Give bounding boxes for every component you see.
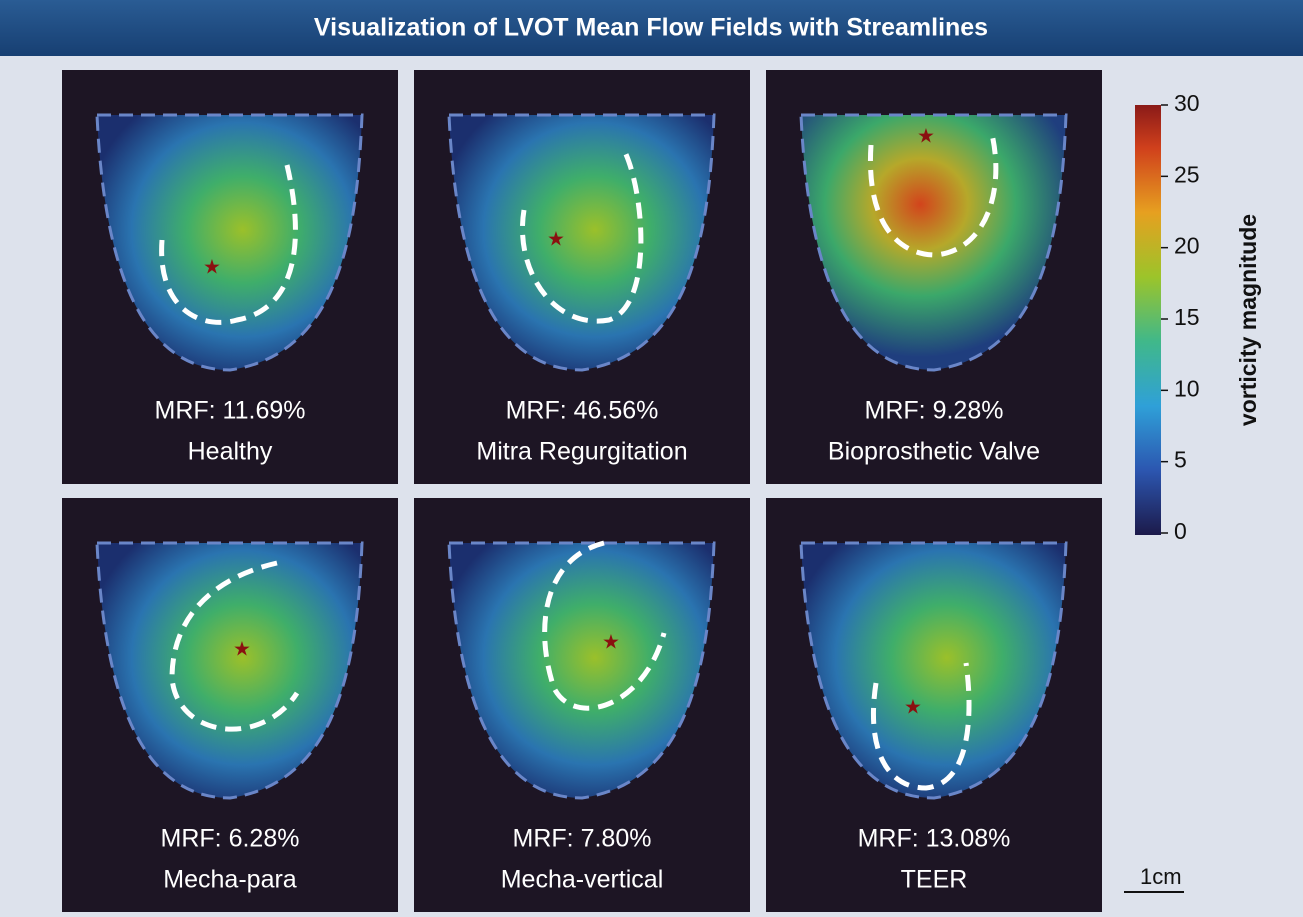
colorbar-tick-label: 25 <box>1174 161 1200 187</box>
vortex-center: ★ <box>602 631 620 653</box>
colorbar-label: vorticity magnitude <box>1235 214 1261 426</box>
panel: ★ MRF: 9.28% Bioprosthetic Valve <box>766 70 1102 484</box>
mrf-label: MRF: 7.80% <box>513 825 652 853</box>
mrf-label: MRF: 9.28% <box>865 397 1004 425</box>
vortex-center: ★ <box>547 228 565 250</box>
colorbar-tick-label: 10 <box>1174 375 1200 401</box>
panel: ★ MRF: 7.80% Mecha-vertical <box>414 498 750 912</box>
mrf-label: MRF: 46.56% <box>506 397 659 425</box>
panel: ★ MRF: 11.69% Healthy <box>62 70 398 484</box>
vortex-center: ★ <box>904 696 922 718</box>
condition-label: Mecha-vertical <box>501 866 664 894</box>
vortex-center: ★ <box>203 256 221 278</box>
vortex-center: ★ <box>233 638 251 660</box>
page: Visualization of LVOT Mean Flow Fields w… <box>0 0 1303 917</box>
panel: ★ MRF: 46.56% Mitra Regurgitation <box>414 70 750 484</box>
colorbar-tick-label: 30 <box>1174 90 1200 116</box>
mrf-label: MRF: 6.28% <box>161 825 300 853</box>
condition-label: TEER <box>901 866 968 894</box>
condition-label: Mecha-para <box>163 866 296 894</box>
figure: Visualization of LVOT Mean Flow Fields w… <box>0 0 1303 912</box>
condition-label: Mitra Regurgitation <box>476 438 687 466</box>
scale-bar-label: 1cm <box>1140 864 1182 889</box>
mrf-label: MRF: 11.69% <box>155 397 306 425</box>
condition-label: Healthy <box>188 438 273 466</box>
mrf-label: MRF: 13.08% <box>858 825 1011 853</box>
panel: ★ MRF: 13.08% TEER <box>766 498 1102 912</box>
colorbar-tick-label: 15 <box>1174 304 1200 330</box>
colorbar-tick-label: 20 <box>1174 233 1200 259</box>
title: Visualization of LVOT Mean Flow Fields w… <box>314 14 988 42</box>
panel: ★ MRF: 6.28% Mecha-para <box>62 498 398 912</box>
colorbar-tick-label: 0 <box>1174 518 1187 544</box>
vortex-center: ★ <box>917 125 935 147</box>
condition-label: Bioprosthetic Valve <box>828 438 1040 466</box>
panels: ★ MRF: 11.69% Healthy ★ MRF: 46.56% Mitra Reg… <box>62 70 1102 912</box>
colorbar-tick-label: 5 <box>1174 447 1187 473</box>
colorbar <box>1135 105 1161 535</box>
colorbar-ticks: 0 5 10 15 20 25 30 <box>1161 90 1200 544</box>
